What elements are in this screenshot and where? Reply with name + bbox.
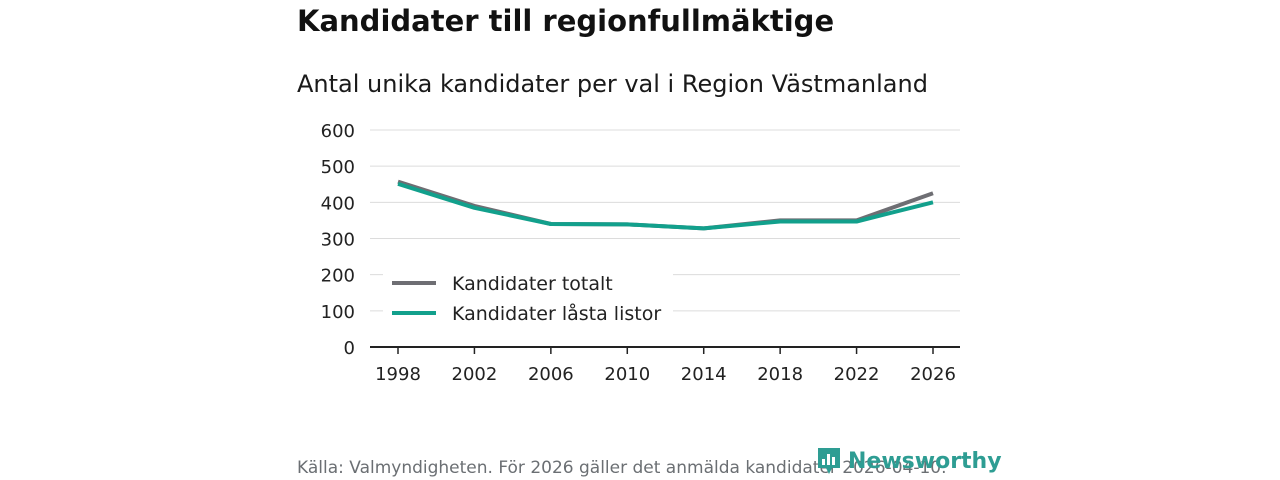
x-tick-label: 1998 <box>375 364 421 385</box>
y-tick-label: 0 <box>344 338 355 359</box>
newsworthy-logo: Newsworthy <box>816 446 1002 476</box>
legend-label-total: Kandidater totalt <box>452 273 613 295</box>
y-tick-label: 400 <box>321 193 355 214</box>
y-tick-label: 100 <box>321 302 355 323</box>
legend-label-locked: Kandidater låsta listor <box>452 302 661 325</box>
y-tick-label: 500 <box>321 157 355 178</box>
x-tick-label: 2022 <box>834 364 880 385</box>
newsworthy-logo-text: Newsworthy <box>848 448 1002 474</box>
series-lines <box>397 179 934 231</box>
line-chart: 0 100 200 300 400 500 600 1998 2002 2006 2010 2014… <box>321 121 960 385</box>
y-tick-label: 600 <box>321 121 355 142</box>
x-tick-label: 2002 <box>452 364 498 385</box>
x-tick-label: 2026 <box>910 364 956 385</box>
x-tick-label: 2014 <box>681 364 727 385</box>
chart-subtitle: Antal unika kandidater per val i Region … <box>297 70 928 98</box>
y-tick-label: 300 <box>321 230 355 251</box>
y-tick-label: 200 <box>321 266 355 287</box>
source-note: Källa: Valmyndigheten. För 2026 gäller d… <box>297 458 947 478</box>
legend: Kandidater totalt Kandidater låsta listor <box>383 268 673 332</box>
y-axis-ticks: 0 100 200 300 400 500 600 <box>321 121 355 359</box>
series-line-locked <box>397 181 934 231</box>
x-tick-label: 2018 <box>757 364 803 385</box>
x-axis: 1998 2002 2006 2010 2014 2018 2022 2026 <box>370 346 960 385</box>
chart-title: Kandidater till regionfullmäktige <box>297 4 835 38</box>
legend-background <box>383 268 673 332</box>
newsworthy-logo-icon <box>816 446 842 476</box>
x-tick-label: 2010 <box>604 364 650 385</box>
x-tick-label: 2006 <box>528 364 574 385</box>
